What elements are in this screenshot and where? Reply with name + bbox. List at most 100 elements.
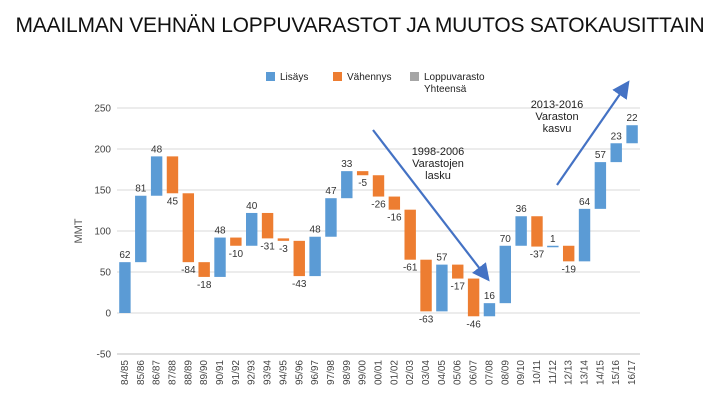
x-tick-label: 97/98 [326,360,337,385]
bar-decrease [230,237,242,246]
bar-decrease [277,238,290,241]
x-tick-label: 94/95 [278,360,289,385]
bar-value-label: 36 [516,204,528,215]
x-tick-label: 96/97 [310,360,321,385]
y-tick-label: 200 [94,145,111,156]
bar-value-label: 57 [436,253,448,264]
bar-value-label: 64 [579,197,591,208]
bar-increase [214,237,226,277]
decline-arrow [372,129,490,282]
bar-increase [499,245,511,304]
bars [119,125,638,317]
x-tick-label: 90/91 [215,360,226,385]
bar-value-label: -10 [229,249,244,260]
x-tick-label: 09/10 [516,360,527,385]
y-tick-label: 100 [94,227,111,238]
bar-increase [246,212,258,246]
x-tick-label: 93/94 [263,360,274,385]
bar-value-label: -16 [387,213,402,224]
bar-decrease [293,240,305,277]
bar-value-label: -19 [561,264,576,275]
bar-decrease [452,264,464,279]
bar-increase [594,162,607,209]
bar-increase [547,245,559,248]
bar-increase [436,264,448,312]
bar-decrease [198,262,210,277]
bar-value-label: -17 [451,282,466,293]
decline-annotation-text: 1998-2006 [412,146,465,158]
x-tick-label: 98/99 [342,360,353,385]
y-axis-label: MMT [73,218,85,243]
legend-label: Lisäys [280,72,308,83]
bar-increase [150,156,163,196]
bar-value-label: 70 [500,234,512,245]
x-tick-label: 06/07 [469,360,480,385]
x-tick-label: 86/87 [152,360,163,385]
y-tick-label: -50 [97,350,112,361]
legend-label: Yhteensä [424,84,467,95]
bar-increase [483,303,496,317]
bar-value-label: -5 [358,178,367,189]
x-tick-label: 12/13 [564,360,575,385]
legend-label: Vähennys [347,72,391,83]
x-tick-label: 87/88 [167,360,178,385]
bar-value-label: 48 [310,225,322,236]
bar-decrease [356,171,369,176]
x-tick-label: 07/08 [484,360,495,385]
y-tick-label: 150 [94,186,111,197]
bar-value-label: -37 [530,250,545,261]
x-tick-label: 85/86 [136,360,147,385]
bar-value-label: 48 [214,226,226,237]
bar-increase [325,198,337,237]
bar-increase [515,216,527,246]
bar-decrease [261,212,274,239]
x-tick-label: 91/92 [231,360,242,385]
bar-increase [610,143,622,163]
x-tick-label: 84/85 [120,360,131,385]
bar-increase [578,208,591,262]
x-tick-label: 08/09 [500,360,511,385]
decline-annotation-text: Varastojen [412,158,464,170]
bar-increase [135,195,147,263]
bar-value-label: -61 [403,263,418,274]
x-tick-label: 15/16 [611,360,622,385]
bar-value-label: -43 [292,279,307,290]
bar-decrease [420,259,432,312]
x-tick-label: 03/04 [421,360,432,385]
y-tick-label: 50 [100,268,112,279]
x-tick-label: 04/05 [437,360,448,385]
x-tick-label: 99/00 [358,360,369,385]
bar-value-label: 62 [119,250,131,261]
x-tick-label: 92/93 [247,360,258,385]
bar-increase [626,125,638,144]
legend-label: Loppuvarasto [424,72,485,83]
bar-decrease [467,278,480,317]
bar-value-label: 47 [325,186,337,197]
bar-value-label: 40 [246,201,258,212]
bar-value-label: 22 [627,113,639,124]
legend-swatch [266,72,275,81]
bar-labels: 62 81 48 45 -84-18 48 -10 40 -31 -3 -43 48 47 33 -5 -26… [119,113,638,330]
x-axis: 84/85 85/86 86/87 87/88 88/89 89/90 90/91 91/92… [120,360,638,385]
bar-decrease [531,216,543,247]
bar-value-label: -63 [419,314,434,325]
bar-value-label: 45 [167,196,179,207]
bar-decrease [182,193,195,263]
bar-value-label: 57 [595,150,607,161]
legend-swatch [410,72,419,81]
bar-value-label: 48 [151,144,163,155]
x-tick-label: 11/12 [548,360,559,385]
bar-decrease [562,245,575,262]
decline-annotation-text: lasku [425,170,451,182]
bar-decrease [388,196,401,210]
x-tick-label: 89/90 [199,360,210,385]
y-axis: -50 0 50 100 150 200 250 [94,104,111,361]
bar-value-label: -46 [466,319,481,330]
x-tick-label: 02/03 [405,360,416,385]
x-tick-label: 95/96 [294,360,305,385]
x-tick-label: 10/11 [532,360,543,385]
x-tick-label: 14/15 [595,360,606,385]
gridlines [117,107,640,355]
